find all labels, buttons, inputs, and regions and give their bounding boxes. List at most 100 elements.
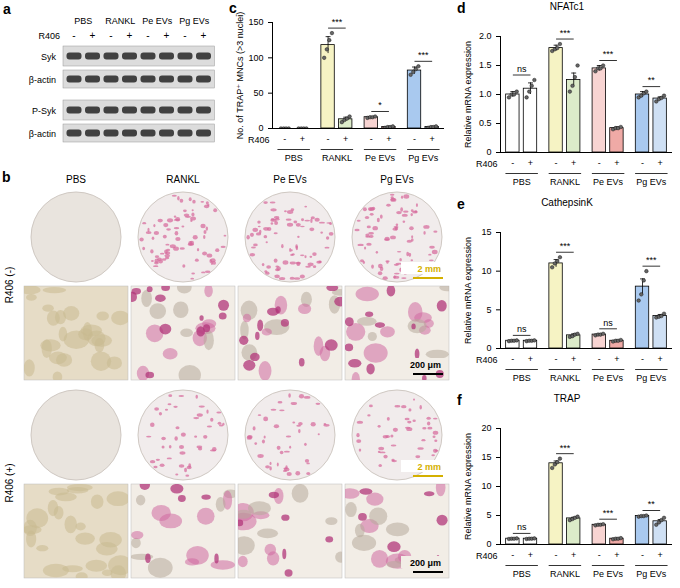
svg-text:15: 15 — [481, 452, 491, 462]
svg-text:***: *** — [603, 49, 614, 59]
svg-text:+: + — [201, 30, 207, 41]
svg-text:***: *** — [560, 443, 571, 453]
svg-text:10: 10 — [481, 481, 491, 491]
svg-text:Pg EVs: Pg EVs — [408, 153, 439, 163]
svg-text:PBS: PBS — [74, 16, 92, 26]
svg-text:-: - — [555, 158, 558, 168]
svg-text:+: + — [658, 354, 663, 364]
svg-text:PBS: PBS — [66, 174, 86, 185]
svg-text:-: - — [641, 550, 644, 560]
svg-text:ns: ns — [603, 318, 613, 328]
svg-text:-: - — [72, 30, 75, 41]
svg-text:No. of TRAP⁺ MNCs (>3 nuclei): No. of TRAP⁺ MNCs (>3 nuclei) — [235, 12, 245, 139]
svg-text:+: + — [658, 550, 663, 560]
svg-text:RANKL: RANKL — [105, 16, 135, 26]
svg-text:+: + — [614, 158, 619, 168]
svg-text:-: - — [511, 550, 514, 560]
svg-text:20: 20 — [481, 423, 491, 433]
svg-text:PBS: PBS — [285, 153, 303, 163]
svg-text:0: 0 — [486, 539, 491, 549]
svg-text:β-actin: β-actin — [29, 129, 56, 139]
svg-text:+: + — [528, 354, 533, 364]
svg-text:Relative mRNA expression: Relative mRNA expression — [463, 433, 473, 540]
svg-text:Pg EVs: Pg EVs — [380, 174, 413, 185]
svg-text:50: 50 — [253, 88, 263, 98]
svg-text:-: - — [555, 354, 558, 364]
svg-text:5: 5 — [486, 510, 491, 520]
svg-text:-: - — [327, 134, 330, 144]
svg-text:RANKL: RANKL — [550, 569, 580, 579]
svg-text:0: 0 — [486, 147, 491, 157]
svg-text:200 μm: 200 μm — [410, 558, 441, 568]
svg-text:-: - — [598, 550, 601, 560]
svg-text:-: - — [413, 134, 416, 144]
svg-text:-: - — [641, 158, 644, 168]
svg-text:+: + — [343, 134, 348, 144]
svg-text:RANKL: RANKL — [322, 153, 352, 163]
svg-text:10: 10 — [481, 266, 491, 276]
svg-text:*: * — [378, 100, 382, 110]
svg-text:Syk: Syk — [41, 52, 57, 62]
svg-text:***: *** — [646, 255, 657, 265]
svg-text:Relative mRNA expression: Relative mRNA expression — [463, 41, 473, 148]
svg-text:2 mm: 2 mm — [417, 462, 441, 472]
svg-text:***: *** — [418, 50, 429, 60]
svg-text:PBS: PBS — [513, 373, 531, 383]
svg-text:-: - — [146, 30, 149, 41]
svg-text:P-Syk: P-Syk — [32, 106, 57, 116]
svg-text:RANKL: RANKL — [550, 177, 580, 187]
svg-text:Pg EVs: Pg EVs — [636, 569, 667, 579]
svg-text:PBS: PBS — [513, 177, 531, 187]
svg-text:+: + — [571, 354, 576, 364]
svg-text:***: *** — [332, 17, 343, 27]
svg-text:15: 15 — [481, 227, 491, 237]
svg-text:***: *** — [560, 28, 571, 38]
svg-text:0.5: 0.5 — [479, 118, 492, 128]
svg-text:R406: R406 — [476, 551, 498, 561]
svg-text:+: + — [127, 30, 133, 41]
svg-text:-: - — [511, 354, 514, 364]
svg-text:Pg EVs: Pg EVs — [636, 177, 667, 187]
svg-text:Pe EVs: Pe EVs — [142, 16, 173, 26]
svg-text:+: + — [614, 550, 619, 560]
svg-text:ns: ns — [517, 64, 527, 74]
svg-text:***: *** — [603, 508, 614, 518]
svg-text:Relative mRNA expression: Relative mRNA expression — [463, 237, 473, 344]
svg-text:+: + — [90, 30, 96, 41]
svg-text:Pe EVs: Pe EVs — [273, 174, 306, 185]
svg-text:R406 (-): R406 (-) — [4, 267, 15, 304]
svg-text:5: 5 — [486, 305, 491, 315]
svg-text:+: + — [430, 134, 435, 144]
svg-text:**: ** — [648, 75, 656, 85]
svg-text:**: ** — [648, 499, 656, 509]
svg-text:-: - — [109, 30, 112, 41]
svg-text:Pe EVs: Pe EVs — [593, 177, 624, 187]
svg-text:R406: R406 — [248, 135, 270, 145]
svg-text:+: + — [528, 550, 533, 560]
svg-text:-: - — [598, 158, 601, 168]
svg-text:+: + — [658, 158, 663, 168]
svg-text:RANKL: RANKL — [550, 373, 580, 383]
svg-text:+: + — [300, 134, 305, 144]
svg-text:-: - — [183, 30, 186, 41]
svg-text:1.0: 1.0 — [479, 89, 492, 99]
svg-text:β-actin: β-actin — [29, 75, 56, 85]
svg-text:0: 0 — [258, 123, 263, 133]
svg-text:-: - — [370, 134, 373, 144]
svg-text:-: - — [555, 550, 558, 560]
svg-text:ns: ns — [517, 522, 527, 532]
svg-text:2.0: 2.0 — [479, 31, 492, 41]
svg-text:Pg EVs: Pg EVs — [636, 373, 667, 383]
svg-text:150: 150 — [248, 17, 263, 27]
svg-text:ns: ns — [517, 324, 527, 334]
svg-text:Pe EVs: Pe EVs — [593, 373, 624, 383]
svg-text:-: - — [598, 354, 601, 364]
svg-text:2 mm: 2 mm — [417, 264, 441, 274]
svg-text:R406: R406 — [38, 31, 60, 41]
svg-text:200 μm: 200 μm — [410, 360, 441, 370]
svg-text:+: + — [164, 30, 170, 41]
svg-text:+: + — [571, 550, 576, 560]
svg-text:+: + — [528, 158, 533, 168]
svg-text:R406 (+): R406 (+) — [4, 463, 15, 502]
svg-text:1.5: 1.5 — [479, 60, 492, 70]
